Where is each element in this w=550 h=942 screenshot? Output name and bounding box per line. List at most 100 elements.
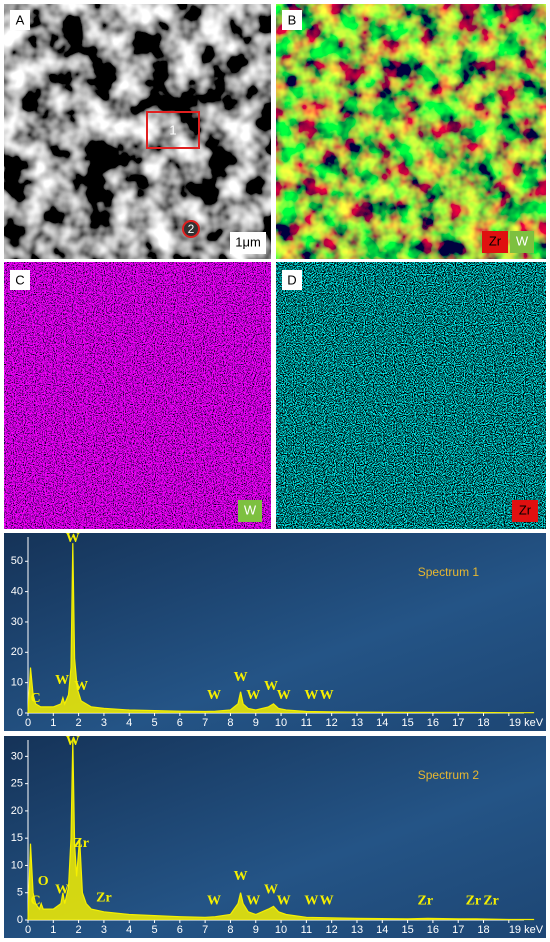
peak-label: W: [320, 688, 334, 703]
y-tick-label: 30: [11, 616, 23, 628]
panel-label: B: [288, 12, 297, 27]
x-tick-label: 18: [477, 717, 489, 729]
y-tick-label: 40: [11, 586, 23, 598]
panel-a: A 1 2 1μm: [4, 4, 271, 259]
x-tick-label: 0: [25, 717, 31, 729]
sem-image: [4, 4, 271, 259]
y-tick-label: 5: [17, 887, 23, 899]
x-tick-label: 19 keV: [509, 717, 544, 729]
legend-box: [238, 500, 262, 522]
plot-background: [4, 533, 546, 731]
peak-label: W: [207, 893, 221, 908]
map-image: [276, 262, 546, 529]
x-tick-label: 8: [227, 717, 233, 729]
panel-label: C: [15, 272, 24, 287]
x-tick-label: 7: [202, 924, 208, 936]
y-tick-label: 0: [17, 707, 23, 719]
region-label: 1: [169, 122, 176, 137]
x-tick-label: 4: [126, 924, 132, 936]
panel-b: B Zr W: [276, 4, 546, 259]
peak-label: W: [277, 688, 291, 703]
x-tick-label: 18: [477, 924, 489, 936]
x-tick-label: 7: [202, 717, 208, 729]
y-tick-label: 50: [11, 555, 23, 567]
x-tick-label: 6: [177, 924, 183, 936]
x-tick-label: 13: [351, 924, 363, 936]
peak-label: Zr: [96, 891, 112, 906]
label-box: [10, 10, 30, 30]
peak-label: W: [55, 882, 69, 897]
y-tick-label: 30: [11, 750, 23, 762]
peak-label: W: [277, 893, 291, 908]
peak-label: W: [246, 688, 260, 703]
legend-box: [512, 500, 538, 522]
spectrum-title: Spectrum 2: [418, 768, 480, 782]
peak-label: W: [264, 679, 278, 694]
peak-label: W: [304, 893, 318, 908]
x-tick-label: 11: [301, 924, 312, 936]
region-label: 2: [188, 222, 195, 236]
map-image: [276, 4, 546, 259]
peak-label: Zr: [466, 893, 482, 908]
peak-label: W: [66, 531, 80, 546]
legend-label: W: [244, 502, 257, 517]
label-box: [282, 10, 302, 30]
peak-label: Zr: [73, 836, 89, 851]
peak-label: W: [304, 688, 318, 703]
peak-label: W: [74, 679, 88, 694]
y-tick-label: 20: [11, 646, 23, 658]
legend-label: Zr: [519, 502, 532, 517]
spectrum-fill: [28, 543, 535, 713]
peak-label: Zr: [483, 893, 499, 908]
map-image: [4, 262, 271, 529]
x-tick-label: 14: [376, 717, 388, 729]
panel-d: D Zr: [276, 262, 546, 529]
peak-label: W: [264, 882, 278, 897]
x-tick-label: 11: [301, 717, 312, 729]
peak-label: W: [66, 734, 80, 749]
plot-background: [4, 736, 546, 938]
x-tick-label: 1: [50, 717, 56, 729]
x-tick-label: 14: [376, 924, 388, 936]
peak-label: C: [31, 893, 41, 908]
x-tick-label: 12: [326, 717, 338, 729]
spectrum-line: [27, 739, 535, 921]
x-tick-label: 8: [227, 924, 233, 936]
x-tick-label: 13: [351, 717, 363, 729]
region-box: [146, 111, 200, 149]
peak-label: W: [234, 869, 248, 884]
x-tick-label: 5: [151, 924, 157, 936]
peak-label: O: [38, 874, 49, 889]
peak-label: W: [55, 673, 69, 688]
peak-label: W: [246, 893, 260, 908]
x-tick-label: 10: [275, 717, 287, 729]
x-tick-label: 17: [452, 924, 464, 936]
y-tick-label: 0: [17, 914, 23, 926]
spectrum-fill: [28, 740, 535, 920]
x-tick-label: 0: [25, 924, 31, 936]
peak-label: C: [31, 691, 41, 706]
x-tick-label: 10: [275, 924, 287, 936]
x-tick-label: 15: [401, 717, 413, 729]
peak-label: W: [234, 670, 248, 685]
y-tick-label: 15: [11, 832, 23, 844]
label-box: [10, 270, 30, 290]
x-tick-label: 2: [76, 924, 82, 936]
region-circle: [182, 220, 200, 238]
spectrum-line: [27, 543, 535, 714]
x-tick-label: 3: [101, 924, 107, 936]
legend-box: [482, 231, 508, 253]
x-tick-label: 6: [177, 717, 183, 729]
x-tick-label: 15: [401, 924, 413, 936]
peak-label: W: [320, 893, 334, 908]
x-tick-label: 17: [452, 717, 464, 729]
x-tick-label: 12: [326, 924, 338, 936]
y-tick-label: 10: [11, 677, 23, 689]
scale-bar-label: 1μm: [235, 234, 261, 249]
x-tick-label: 19 keV: [509, 924, 544, 936]
y-tick-label: 20: [11, 805, 23, 817]
panel-label: D: [287, 272, 296, 287]
